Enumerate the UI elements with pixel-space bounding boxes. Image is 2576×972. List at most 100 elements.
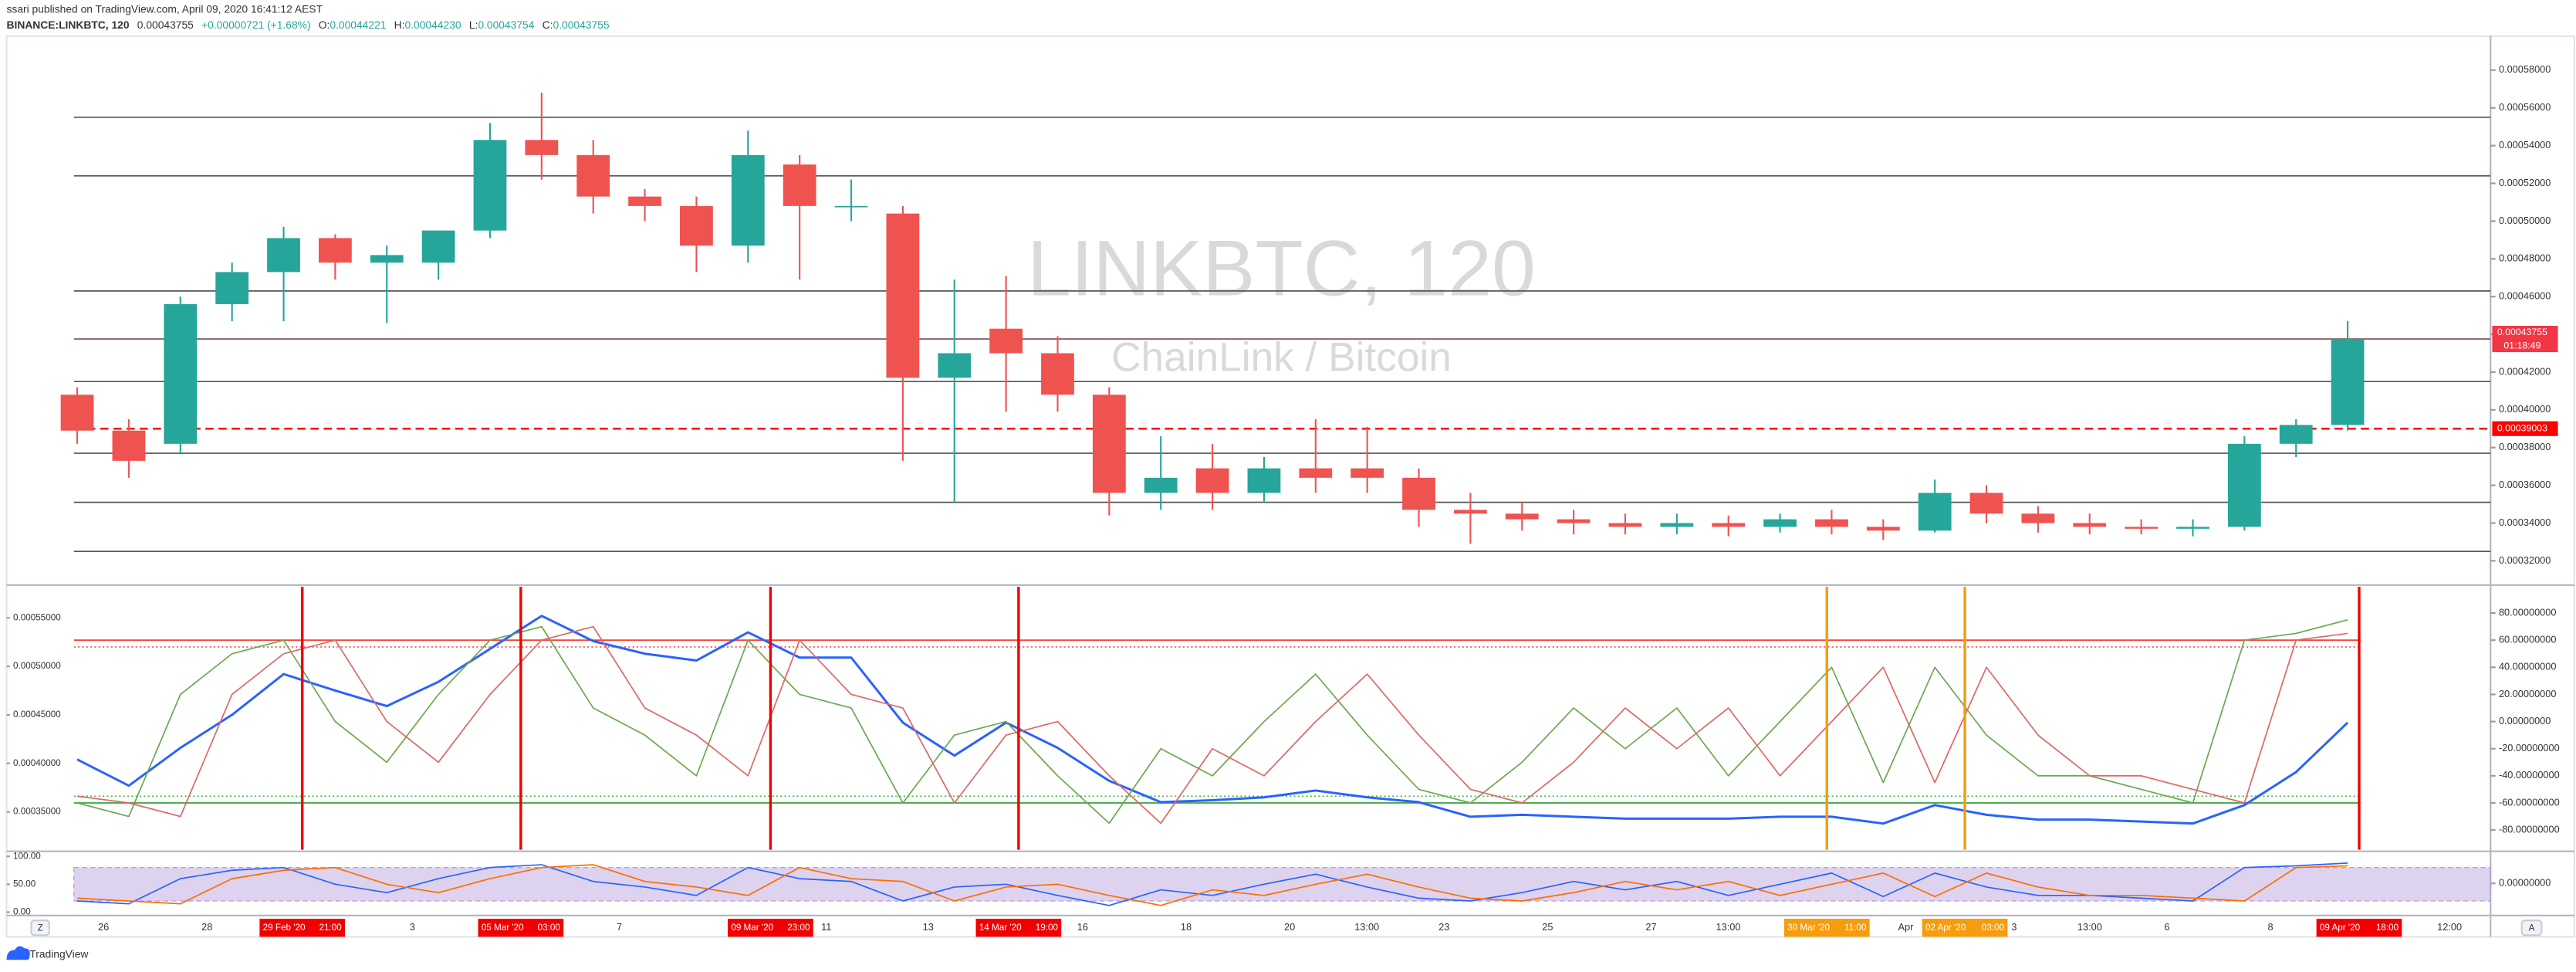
candle-body: [473, 140, 507, 231]
x-tick-label: 27: [1645, 921, 1656, 933]
candle-body: [1608, 523, 1642, 527]
x-tick-label: 16: [1077, 921, 1088, 933]
y-tick-label: 100.00: [13, 851, 41, 861]
candle-body: [731, 154, 765, 246]
candle-body: [318, 238, 352, 263]
x-tick-label: 20: [1284, 921, 1295, 933]
y2-tick-label: 0.00000000: [2499, 715, 2551, 726]
watermark-sub: ChainLink / Bitcoin: [1111, 334, 1452, 380]
x-tick-label: 6: [2164, 921, 2169, 933]
auto-button[interactable]: A: [2520, 920, 2543, 936]
x-tick-label: 23: [1438, 921, 1449, 933]
y2-tick-label: -80.00000000: [2499, 824, 2560, 835]
y-tick-label: 0.00042000: [2499, 365, 2551, 377]
series-line: [76, 615, 2349, 825]
series-line: [76, 619, 2348, 825]
candle-body: [1969, 493, 2003, 514]
y-tick-label: 0.00058000: [2499, 63, 2551, 75]
footer: TradingView: [29, 948, 89, 960]
candle-body: [2331, 339, 2365, 425]
y-tick-label: 50.00: [13, 879, 36, 889]
candle-body: [2227, 443, 2261, 527]
x-tick-label: 13:00: [2077, 921, 2102, 933]
candle-body: [2073, 523, 2107, 527]
y2-tick-label: -20.00000000: [2499, 742, 2560, 754]
candle-body: [938, 353, 972, 378]
candle-body: [1505, 513, 1539, 520]
candle-body: [112, 430, 146, 461]
x-tick-label: 12:00: [2437, 921, 2462, 933]
author-line: ssari published on TradingView.com, Apri…: [7, 2, 323, 15]
y-tick-label: 0.00040000: [2499, 403, 2551, 415]
candle-body: [1918, 493, 1952, 531]
countdown-label: 01:18:49: [2503, 340, 2541, 351]
last-price-box: [2492, 326, 2558, 353]
marker-time: 11:00: [1844, 923, 1867, 933]
c-label: C:: [543, 19, 553, 31]
watermark: LINKBTC, 120: [1027, 224, 1536, 313]
y2-tick-label: 0.00000000: [2499, 877, 2551, 889]
marker-date: 09 Mar '20: [731, 923, 773, 933]
o-value: 0.00044221: [330, 19, 386, 31]
candle-body: [164, 303, 198, 444]
x-tick-label: 25: [1542, 921, 1553, 933]
symbol-line: BINANCE:LINKBTC, 120 0.00043755 +0.00000…: [7, 19, 610, 31]
last-price-label: 0.00043755: [2497, 327, 2547, 337]
x-tick-label: 13: [923, 921, 934, 933]
x-tick-label: 3: [2011, 921, 2017, 933]
auto-button-box[interactable]: [2520, 920, 2543, 936]
y2-tick-label: -60.00000000: [2499, 796, 2560, 808]
l-value: 0.00043754: [478, 19, 534, 31]
x-tick-label: 26: [98, 921, 109, 933]
candle-body: [1092, 395, 1126, 493]
marker-time: 03:00: [538, 923, 561, 933]
x-tick-label: 11: [821, 921, 831, 933]
auto-button-label[interactable]: A: [2529, 923, 2535, 933]
zoom-button-box[interactable]: [30, 920, 50, 936]
candle-body: [267, 238, 300, 273]
x-tick-label: 13:00: [1354, 921, 1379, 933]
y-tick-label: 0.00040000: [13, 758, 61, 768]
marker-time: 23:00: [787, 923, 810, 933]
candle-body: [680, 205, 713, 246]
y-tick-label: 0.00038000: [2499, 441, 2551, 452]
zoom-button[interactable]: Z: [30, 920, 50, 936]
frame: [5, 35, 2575, 938]
y-tick-label: 0.00032000: [2499, 554, 2551, 566]
marker-time: 18:00: [2376, 923, 2399, 933]
y-tick-label: 0.00045000: [13, 710, 61, 720]
candle-body: [2021, 513, 2055, 523]
candle-body: [886, 213, 920, 378]
symbol: BINANCE:LINKBTC, 120: [7, 19, 130, 31]
candle-body: [1712, 523, 1746, 527]
candle-body: [1815, 519, 1848, 527]
y-tick-label: 0.00034000: [2499, 516, 2551, 528]
candle-body: [576, 154, 610, 197]
y-tick-label: 0.00050000: [13, 661, 61, 671]
zoom-button-label[interactable]: Z: [38, 923, 43, 933]
y-tick-label: 0.00046000: [2499, 290, 2551, 302]
marker-box: [478, 919, 564, 937]
marker-time: 19:00: [1036, 923, 1059, 933]
candle-body: [60, 395, 94, 431]
x-tick-label: 18: [1181, 921, 1192, 933]
x-tick-label: 8: [2267, 921, 2273, 933]
y-tick-label: 0.00052000: [2499, 177, 2551, 188]
candle-body: [834, 205, 868, 208]
candle-body: [1351, 468, 1384, 478]
h-label: H:: [394, 19, 405, 31]
alert-price-label: 0.00039003: [2497, 422, 2547, 433]
series-line: [77, 862, 2348, 906]
h-value: 0.00044230: [405, 19, 461, 31]
marker-box: [2316, 919, 2402, 937]
logo: [6, 946, 30, 960]
candle-body: [215, 272, 249, 304]
candle-body: [1402, 477, 1435, 510]
alert-price-box: [2492, 421, 2558, 436]
marker-date: 09 Apr '20: [2320, 923, 2361, 933]
marker-date: 30 Mar '20: [1787, 923, 1830, 933]
candle-body: [2279, 425, 2313, 444]
x-tick-label: 13:00: [1716, 921, 1741, 933]
y-tick-label: 0.00056000: [2499, 101, 2551, 113]
